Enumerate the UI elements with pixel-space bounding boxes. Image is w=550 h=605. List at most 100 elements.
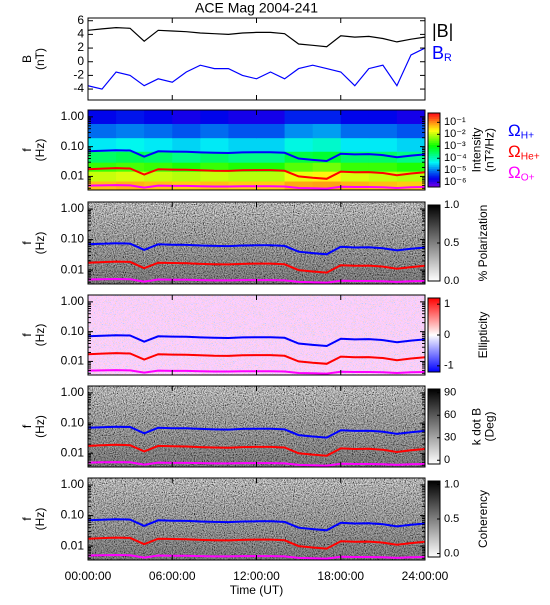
y-tick-label: -4 [73, 81, 84, 95]
plot-area [88, 110, 425, 190]
spectrogram-cell [228, 137, 257, 152]
colorbar-tick-label: 0 [444, 329, 450, 341]
colorbar-tick-label: -1 [444, 360, 454, 372]
spectrogram-cell [340, 151, 370, 163]
spectrogram-cell [172, 123, 201, 139]
spectrogram-cell [396, 110, 425, 124]
colorbar-label: k dot B [470, 408, 484, 445]
colorbar-step [428, 172, 440, 175]
colorbar-step [428, 144, 440, 147]
texture [88, 295, 425, 375]
y-tick-label: 0.10 [61, 324, 85, 338]
colorbar-step [428, 113, 440, 116]
spectrogram-cell [256, 137, 286, 152]
spectrogram-cell [368, 171, 398, 182]
y-tick-label: 0 [77, 54, 84, 68]
colorbar-step [428, 118, 440, 121]
spectrogram-cell [88, 123, 117, 139]
colorbar-tick-label: 10⁻² [444, 128, 466, 140]
y-tick-label: 1.00 [61, 294, 85, 308]
colorbar-tick-label: 1.0 [444, 199, 459, 211]
y-axis-label: f [20, 424, 34, 428]
y-tick-label: 2 [77, 40, 84, 54]
x-tick-label: 06:00:00 [149, 569, 196, 583]
spectrogram-cell [284, 181, 314, 190]
spectrogram-cell [340, 162, 370, 172]
spectrogram-cell [172, 110, 201, 124]
y-tick-label: 0.01 [61, 445, 85, 459]
spectrogram-cell [172, 162, 201, 172]
colorbar-tick-label: 0.5 [444, 513, 459, 525]
spectrogram-cell [200, 137, 229, 152]
spectrogram-cell [368, 123, 398, 139]
spectrogram-cell [396, 137, 425, 152]
series-line [88, 167, 425, 180]
colorbar-label: (Deg) [483, 411, 497, 441]
colorbar-tick-label: 10⁻⁶ [444, 176, 467, 188]
spectrogram-cell [144, 162, 173, 172]
colorbar-label: % Polarization [476, 205, 490, 282]
spectrogram-cell [368, 162, 398, 172]
spectrogram-cell [256, 151, 286, 163]
colorbar-label: Intensity [470, 128, 484, 173]
colorbar-step [428, 181, 440, 184]
legend-label: ΩHe+ [508, 142, 540, 162]
spectrogram-cell [200, 151, 229, 163]
spectrogram-cell [312, 137, 342, 152]
x-tick-label: 12:00:00 [233, 569, 280, 583]
colorbar-step [428, 168, 440, 171]
colorbar-step [428, 122, 440, 125]
colorbar-step [428, 131, 440, 134]
series-line [88, 149, 425, 163]
chart-title: ACE Mag 2004-241 [195, 0, 318, 16]
plot-area [88, 202, 425, 284]
colorbar-tick-label: 0.0 [444, 547, 459, 559]
y-tick-label: 0.10 [61, 415, 85, 429]
colorbar-step [428, 142, 440, 145]
spectrogram-cell [284, 162, 314, 172]
spectrogram-cell [396, 123, 425, 139]
spectrogram-cell [284, 123, 314, 139]
series-line [88, 242, 425, 256]
spectrogram-cell [88, 110, 117, 124]
colorbar-tick-label: 0.5 [444, 237, 459, 249]
series-line [88, 260, 425, 274]
y-tick-label: 0.01 [61, 354, 85, 368]
legend-label: |B| [432, 21, 453, 41]
colorbar-fill [428, 298, 440, 372]
spectrogram-cell [116, 123, 145, 139]
y-tick-label: 0.10 [61, 232, 85, 246]
y-tick-label: 1.00 [61, 201, 85, 215]
spectrogram-cell [256, 162, 286, 172]
series-line [88, 352, 425, 365]
colorbar-fill [428, 205, 440, 281]
spectrogram-cell [172, 137, 201, 152]
y-axis-label: B [20, 55, 34, 63]
colorbar-step [428, 177, 440, 181]
colorbar-step [428, 137, 440, 140]
spectrogram-cell [200, 171, 229, 182]
colorbar-step [428, 138, 440, 142]
spectrogram-cell [284, 110, 314, 124]
spectrogram-cell [116, 162, 145, 172]
x-tick-label: 24:00:00 [402, 569, 449, 583]
spectrogram-cell [144, 110, 173, 124]
spectrogram-cell [144, 123, 173, 139]
spectrogram-cell [312, 110, 342, 124]
colorbar-tick-label: 10⁻¹ [444, 116, 466, 128]
spectrogram-cell [340, 181, 370, 190]
legend-label: ΩH+ [508, 121, 534, 141]
series-line [88, 26, 425, 48]
series-line [88, 47, 425, 90]
spectrogram-cell [144, 171, 173, 182]
legend-label: ΩO+ [508, 163, 535, 183]
y-tick-label: 0.10 [61, 139, 85, 153]
texture-shade [88, 478, 425, 560]
plot-area [88, 295, 425, 375]
colorbar-tick-label: 60 [444, 409, 456, 421]
spectrogram-cell [284, 137, 314, 152]
colorbar-step [428, 150, 440, 153]
colorbar-label: (nT²/Hz) [483, 128, 497, 172]
colorbar-step [428, 127, 440, 131]
